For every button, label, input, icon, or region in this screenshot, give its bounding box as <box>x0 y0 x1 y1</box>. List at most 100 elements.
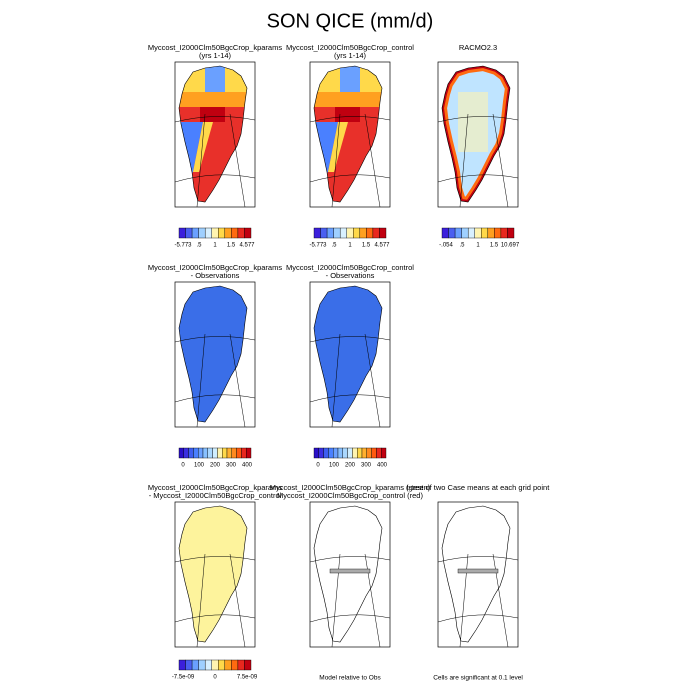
map-frame <box>309 501 391 648</box>
colorbar-label: 300 <box>361 463 372 469</box>
map-gridline <box>174 174 256 183</box>
colorbar-box <box>313 447 320 459</box>
colorbar-box <box>211 227 219 239</box>
colorbar-label: 10.697 <box>501 243 520 249</box>
colorbar-label: 1 <box>213 243 217 249</box>
colorbar-label: -5.773 <box>174 243 192 249</box>
map-cell <box>314 92 382 107</box>
colorbar-box <box>185 659 193 671</box>
map-frame <box>309 61 391 208</box>
colorbar-box <box>237 659 245 671</box>
panel-footnote: Cells are significant at 0.1 level <box>433 675 523 682</box>
map-frame <box>174 281 256 428</box>
colorbar-label: 1.5 <box>490 243 499 249</box>
panel-title: Myccost_I2000Clm50BgcCrop_control <box>286 263 414 272</box>
panel-title: - Myccost_I2000Clm50BgcCrop_control <box>149 491 282 500</box>
map-gridline <box>492 113 509 208</box>
map-gridline <box>229 553 246 648</box>
colorbar-label: -.054 <box>439 243 453 249</box>
colorbar-label: 100 <box>329 463 340 469</box>
colorbar-box <box>185 227 193 239</box>
map-cell <box>179 92 247 107</box>
map-gridline <box>331 113 341 208</box>
panel: Myccost_I2000Clm50BgcCrop_control- Obser… <box>286 263 414 469</box>
map-land <box>442 506 510 642</box>
panel-title: (yrs 1-14) <box>199 51 232 60</box>
colorbar-label: 200 <box>210 463 221 469</box>
map-coast <box>441 505 511 643</box>
colorbar-box <box>320 227 328 239</box>
colorbar-label: .5 <box>459 243 465 249</box>
map-cell <box>200 107 225 122</box>
map-gridline <box>309 116 391 123</box>
colorbar-box <box>371 447 377 459</box>
panel-footnote: Model relative to Obs <box>319 675 381 682</box>
panel: RACMO2.3 -.054 .5 1 1.5 10.697 <box>437 43 520 249</box>
colorbar-label: -5.773 <box>309 243 327 249</box>
map-frame <box>174 501 256 648</box>
map-coast <box>178 65 248 203</box>
colorbar-box <box>494 227 502 239</box>
colorbar-label: 4.577 <box>374 243 390 249</box>
colorbar-box <box>244 659 252 671</box>
map-frame <box>174 61 256 208</box>
colorbar-box <box>198 227 206 239</box>
colorbar-box <box>333 227 341 239</box>
panel-title: Myccost_I2000Clm50BgcCrop_control (red) <box>277 491 423 500</box>
map-frame <box>437 501 519 648</box>
colorbar-box <box>178 659 186 671</box>
map-coast <box>178 285 248 423</box>
map-land <box>179 66 247 202</box>
map-gridline <box>437 174 519 183</box>
map-coast <box>178 505 248 643</box>
colorbar-box <box>342 447 348 459</box>
colorbar-box <box>241 447 247 459</box>
colorbar-box <box>218 227 226 239</box>
colorbar-label: 400 <box>377 463 388 469</box>
map-gridline <box>309 394 391 403</box>
colorbar-box <box>211 659 219 671</box>
map-gridline <box>309 336 391 343</box>
map-coast <box>313 505 383 643</box>
panel: Myccost_I2000Clm50BgcCrop_kparams(yrs 1-… <box>148 43 282 249</box>
colorbar-label: 0 <box>213 675 217 681</box>
colorbar-label: 7.5e-09 <box>237 675 258 681</box>
map-fill <box>314 286 382 422</box>
colorbar-box <box>474 227 482 239</box>
panel-title: Myccost_I2000Clm50BgcCrop_kparams <box>148 483 282 492</box>
colorbar-box <box>191 659 199 671</box>
map-gridline <box>229 113 246 208</box>
panel-title: Myccost_I2000Clm50BgcCrop_control <box>286 43 414 52</box>
colorbar-box <box>379 227 387 239</box>
colorbar-box <box>221 447 228 459</box>
map-legend-box <box>457 568 499 574</box>
colorbar-box <box>507 227 515 239</box>
colorbar-box <box>231 659 239 671</box>
colorbar-box <box>346 227 354 239</box>
panel: Myccost_I2000Clm50BgcCrop_control(yrs 1-… <box>286 43 414 249</box>
colorbar-label: 1.5 <box>227 243 236 249</box>
colorbar-box <box>318 447 324 459</box>
panel: t-test of two Case means at each grid po… <box>407 483 550 682</box>
panel-title: Myccost_I2000Clm50BgcCrop_kparams <box>148 43 282 52</box>
colorbar-label: 100 <box>194 463 205 469</box>
colorbar-box <box>193 447 199 459</box>
colorbar-box <box>500 227 508 239</box>
colorbar-label: 200 <box>345 463 356 469</box>
map-gridline <box>437 556 519 563</box>
colorbar-box <box>454 227 462 239</box>
colorbar-label: 1 <box>476 243 480 249</box>
map-gridline <box>309 614 391 623</box>
panel: Myccost_I2000Clm50BgcCrop_kparams- Mycco… <box>148 483 282 681</box>
colorbar-box <box>352 447 358 459</box>
colorbar-box <box>448 227 456 239</box>
colorbar-label: 4.577 <box>239 243 255 249</box>
colorbar-label: .5 <box>331 243 337 249</box>
colorbar-label: -7.5e-09 <box>172 675 195 681</box>
colorbar-label: 1 <box>348 243 352 249</box>
colorbar-box <box>372 227 380 239</box>
panel-title: (yrs 1-14) <box>334 51 367 60</box>
colorbar-box <box>323 447 329 459</box>
colorbar-box <box>178 227 186 239</box>
